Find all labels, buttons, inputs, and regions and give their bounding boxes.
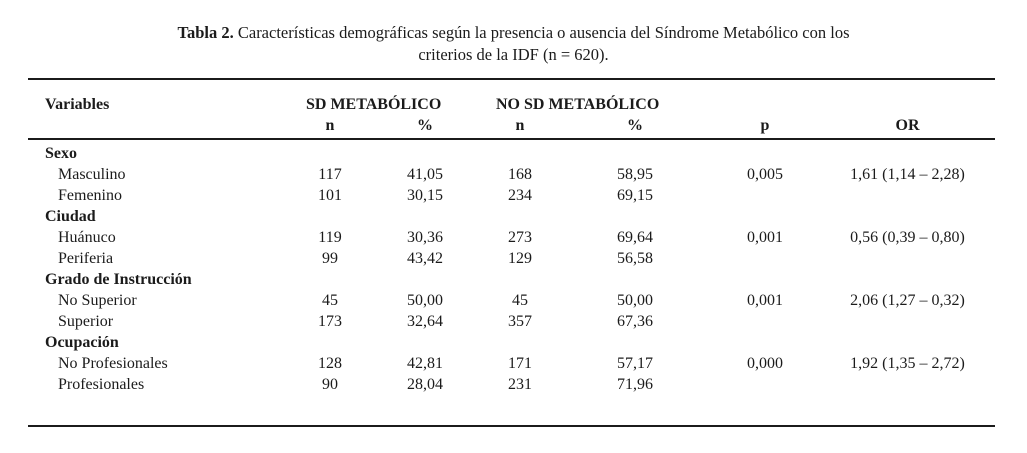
sd-n-value: 119 <box>318 229 342 246</box>
nosd-pct-value: 56,58 <box>617 250 653 267</box>
sd-n-value: 128 <box>318 355 342 372</box>
col-subheader-p: p <box>710 115 820 140</box>
nosd-n-value: 45 <box>512 292 528 309</box>
table-caption: Tabla 2. Características demográficas se… <box>94 22 934 66</box>
sd-pct-value: 42,81 <box>407 355 443 372</box>
row-label: No Profesionales <box>58 355 168 372</box>
row-label: Superior <box>58 313 114 330</box>
table-body: Sexo Masculino 117 41,05 168 58,95 0,005 1,61 (… <box>28 139 995 395</box>
group-header-row: Grado de Instrucción <box>28 269 995 290</box>
col-subheader-n-nosd: n <box>480 115 560 140</box>
or-value: 1,92 (1,35 – 2,72) <box>850 355 965 372</box>
sd-pct-value: 41,05 <box>407 166 443 183</box>
table-caption-number: Tabla 2. <box>177 23 234 42</box>
sd-pct-value: 50,00 <box>407 292 443 309</box>
data-row: Masculino 117 41,05 168 58,95 0,005 1,61 (1,14… <box>28 164 995 185</box>
p-value: 0,001 <box>747 292 783 309</box>
data-row: Profesionales 90 28,04 231 71,96 <box>28 374 995 395</box>
data-row: Huánuco 119 30,36 273 69,64 0,001 0,56 (0,39 –… <box>28 227 995 248</box>
sd-pct-value: 32,64 <box>407 313 443 330</box>
or-value: 1,61 (1,14 – 2,28) <box>850 166 965 183</box>
row-label: Masculino <box>58 166 126 183</box>
or-value <box>820 311 995 332</box>
nosd-n-value: 231 <box>508 376 532 393</box>
or-value <box>820 374 995 395</box>
nosd-n-value: 357 <box>508 313 532 330</box>
col-group-no-sd-metabolico: NO SD METABÓLICO <box>496 96 660 113</box>
header-row-subcolumns: n % n % p OR <box>28 115 995 140</box>
p-value <box>710 311 820 332</box>
or-value: 2,06 (1,27 – 0,32) <box>850 292 965 309</box>
group-label: Ciudad <box>45 208 96 225</box>
group-header-row: Sexo <box>28 139 995 164</box>
p-value: 0,000 <box>747 355 783 372</box>
col-group-spacer-or <box>820 80 995 115</box>
sd-n-value: 173 <box>318 313 342 330</box>
group-label: Grado de Instrucción <box>45 271 192 288</box>
group-label: Sexo <box>45 145 77 162</box>
row-label: Huánuco <box>58 229 116 246</box>
data-row: Superior 173 32,64 357 67,36 <box>28 311 995 332</box>
col-header-variables: Variables <box>45 96 110 113</box>
data-row: No Superior 45 50,00 45 50,00 0,001 2,06 (1,27… <box>28 290 995 311</box>
p-value <box>710 374 820 395</box>
sd-n-value: 117 <box>318 166 342 183</box>
sd-pct-value: 28,04 <box>407 376 443 393</box>
sd-pct-value: 43,42 <box>407 250 443 267</box>
sd-n-value: 99 <box>322 250 338 267</box>
col-group-sd-metabolico: SD METABÓLICO <box>306 96 442 113</box>
nosd-n-value: 168 <box>508 166 532 183</box>
nosd-pct-value: 58,95 <box>617 166 653 183</box>
data-row: No Profesionales 128 42,81 171 57,17 0,000 1,9… <box>28 353 995 374</box>
col-subheader-empty <box>28 115 290 140</box>
demographics-table: Variables SD METABÓLICO NO SD METABÓLICO… <box>28 80 995 395</box>
nosd-pct-value: 57,17 <box>617 355 653 372</box>
table-caption-line2: criterios de la IDF (n = 620). <box>418 45 609 64</box>
row-label: Periferia <box>58 250 114 267</box>
nosd-pct-value: 67,36 <box>617 313 653 330</box>
nosd-n-value: 171 <box>508 355 532 372</box>
p-value: 0,005 <box>747 166 783 183</box>
sd-n-value: 101 <box>318 187 342 204</box>
nosd-n-value: 273 <box>508 229 532 246</box>
nosd-pct-value: 69,64 <box>617 229 653 246</box>
nosd-n-value: 234 <box>508 187 532 204</box>
nosd-pct-value: 69,15 <box>617 187 653 204</box>
row-label: Profesionales <box>58 376 145 393</box>
header-row-groups: Variables SD METABÓLICO NO SD METABÓLICO <box>28 80 995 115</box>
group-header-row: Ocupación <box>28 332 995 353</box>
or-value: 0,56 (0,39 – 0,80) <box>850 229 965 246</box>
nosd-n-value: 129 <box>508 250 532 267</box>
p-value <box>710 248 820 269</box>
p-value: 0,001 <box>747 229 783 246</box>
table-header: Variables SD METABÓLICO NO SD METABÓLICO… <box>28 80 995 140</box>
col-subheader-n-sd: n <box>290 115 370 140</box>
sd-pct-value: 30,15 <box>407 187 443 204</box>
group-header-row: Ciudad <box>28 206 995 227</box>
sd-n-value: 45 <box>322 292 338 309</box>
demographics-table-container: Variables SD METABÓLICO NO SD METABÓLICO… <box>28 78 995 427</box>
or-value <box>820 185 995 206</box>
col-subheader-pct-nosd: % <box>560 115 710 140</box>
p-value <box>710 185 820 206</box>
nosd-pct-value: 71,96 <box>617 376 653 393</box>
group-label: Ocupación <box>45 334 119 351</box>
col-group-spacer-p <box>710 80 820 115</box>
row-label: No Superior <box>58 292 137 309</box>
sd-pct-value: 30,36 <box>407 229 443 246</box>
or-value <box>820 248 995 269</box>
table-caption-line1: Características demográficas según la pr… <box>233 23 850 42</box>
nosd-pct-value: 50,00 <box>617 292 653 309</box>
row-label: Femenino <box>58 187 122 204</box>
col-subheader-pct-sd: % <box>370 115 480 140</box>
data-row: Femenino 101 30,15 234 69,15 <box>28 185 995 206</box>
data-row: Periferia 99 43,42 129 56,58 <box>28 248 995 269</box>
col-subheader-or: OR <box>820 115 995 140</box>
sd-n-value: 90 <box>322 376 338 393</box>
